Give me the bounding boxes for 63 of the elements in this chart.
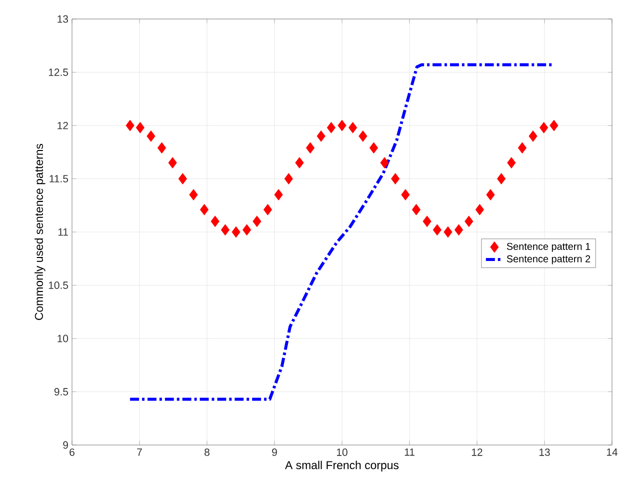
point bbox=[263, 204, 272, 216]
point bbox=[412, 204, 421, 216]
point bbox=[464, 216, 474, 228]
legend-label: Sentence pattern 2 bbox=[506, 255, 590, 264]
point bbox=[274, 189, 283, 200]
y-tick-label: 11.5 bbox=[50, 175, 68, 182]
point bbox=[326, 122, 336, 134]
point bbox=[242, 224, 252, 236]
point bbox=[422, 216, 432, 228]
point bbox=[475, 204, 484, 216]
x-tick-label: 6 bbox=[70, 448, 74, 456]
y-tick-label: 9.5 bbox=[54, 388, 68, 396]
point bbox=[157, 142, 166, 154]
point bbox=[528, 130, 538, 142]
x-axis-title: A small French corpus bbox=[285, 460, 399, 472]
point bbox=[444, 226, 452, 238]
y-tick-label: 10 bbox=[58, 334, 68, 342]
point bbox=[496, 173, 506, 184]
x-tick-label: 7 bbox=[137, 448, 142, 456]
point bbox=[348, 122, 358, 134]
point bbox=[550, 120, 558, 132]
point bbox=[220, 224, 230, 236]
point bbox=[338, 120, 346, 132]
y-tick-label: 10.5 bbox=[48, 282, 68, 289]
point bbox=[210, 216, 220, 228]
point bbox=[486, 189, 495, 200]
x-tick-label: 9 bbox=[272, 448, 277, 456]
y-tick-label: 12 bbox=[58, 122, 68, 130]
point bbox=[316, 130, 326, 142]
y-tick-label: 11 bbox=[58, 228, 68, 236]
x-tick-label: 10 bbox=[336, 448, 348, 456]
point bbox=[507, 157, 516, 168]
point bbox=[306, 142, 315, 154]
y-axis-title: Commonly used sentence patterns bbox=[34, 144, 46, 320]
legend-label: Sentence pattern 1 bbox=[506, 242, 590, 252]
point bbox=[432, 224, 442, 236]
point bbox=[401, 189, 410, 200]
x-tick-label: 12 bbox=[472, 448, 482, 456]
point bbox=[540, 122, 548, 134]
x-tick-label: 11 bbox=[404, 448, 414, 456]
y-tick-label: 13 bbox=[58, 15, 68, 23]
point bbox=[454, 224, 464, 236]
x-tick-label: 13 bbox=[539, 448, 550, 456]
point bbox=[189, 189, 198, 200]
x-tick-label: 14 bbox=[606, 448, 618, 456]
point bbox=[391, 173, 400, 184]
point bbox=[358, 130, 368, 142]
point bbox=[252, 216, 262, 228]
point bbox=[168, 157, 177, 168]
point bbox=[200, 204, 209, 216]
point bbox=[178, 173, 188, 184]
y-tick-label: 9 bbox=[63, 441, 68, 449]
point bbox=[232, 226, 240, 238]
point bbox=[126, 120, 134, 132]
point bbox=[380, 157, 389, 168]
x-tick-label: 8 bbox=[204, 448, 210, 456]
point bbox=[369, 142, 378, 154]
point bbox=[518, 142, 527, 154]
y-tick-label: 12.5 bbox=[48, 68, 68, 76]
point bbox=[295, 157, 304, 168]
point bbox=[136, 122, 144, 134]
point bbox=[146, 130, 156, 142]
point bbox=[284, 173, 293, 184]
